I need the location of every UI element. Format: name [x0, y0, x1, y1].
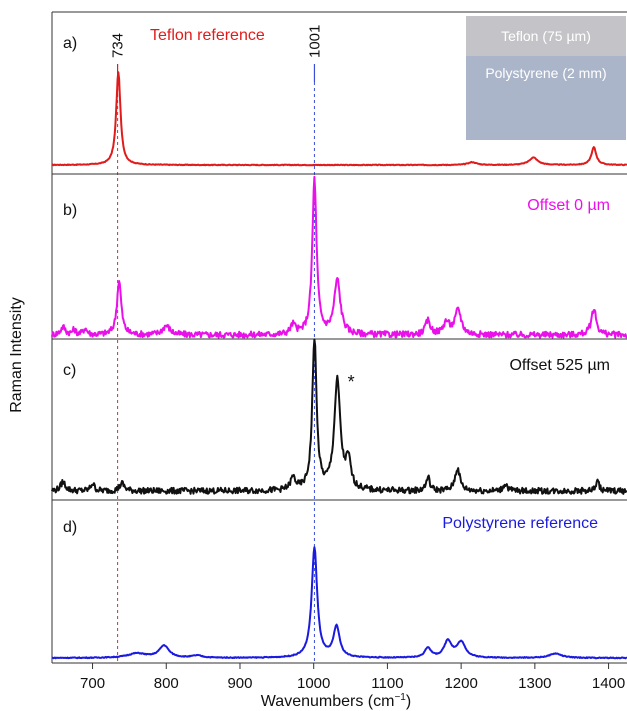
panel-label: d)	[63, 519, 77, 536]
spectrum-line-b	[51, 175, 627, 339]
spectrum-line-d	[51, 546, 627, 660]
x-tick-label: 1300	[518, 675, 551, 692]
peak-label-734: 734	[110, 33, 127, 58]
panel-label: c)	[63, 362, 76, 379]
spectrum-line-a	[51, 71, 627, 167]
x-tick-label: 700	[80, 675, 105, 692]
spectrum-line-c	[51, 338, 627, 495]
series-name-label: Offset 525 µm	[509, 357, 610, 374]
x-tick-label: 1200	[444, 675, 477, 692]
x-tick-label: 800	[154, 675, 179, 692]
panel-1: b) Offset 0 µm	[51, 173, 627, 339]
x-tick-label: 900	[227, 675, 252, 692]
panel-3: d) Polystyrene reference	[51, 499, 627, 664]
panel-label: a)	[63, 35, 77, 52]
layer-inset: Teflon (75 µm) Polystyrene (2 mm)	[466, 16, 626, 140]
inset-polystyrene-layer	[466, 56, 626, 140]
panel-0: a) Teflon reference 734 1001	[51, 11, 627, 167]
inset-polystyrene-label: Polystyrene (2 mm)	[485, 65, 606, 81]
x-tick-label: 1400	[592, 675, 625, 692]
peak-annotation: *	[348, 372, 355, 392]
x-axis-label: Wavenumbers (cm−1)	[261, 692, 411, 710]
peak-label-1001: 1001	[306, 25, 323, 58]
x-axis: 700 800 900 1000 1100 1200 1300 1400	[80, 663, 625, 692]
inset-teflon-layer	[466, 16, 626, 56]
inset-teflon-label: Teflon (75 µm)	[501, 28, 591, 44]
series-name-label: Polystyrene reference	[442, 515, 598, 532]
series-name-label: Teflon reference	[150, 27, 265, 44]
x-tick-label: 1100	[371, 675, 403, 692]
series-name-label: Offset 0 µm	[527, 197, 610, 214]
y-axis-label: Raman Intensity	[8, 297, 25, 413]
panel-label: b)	[63, 202, 77, 219]
panel-2: c) Offset 525 µm *	[51, 338, 627, 495]
x-tick-label: 1000	[297, 675, 330, 692]
